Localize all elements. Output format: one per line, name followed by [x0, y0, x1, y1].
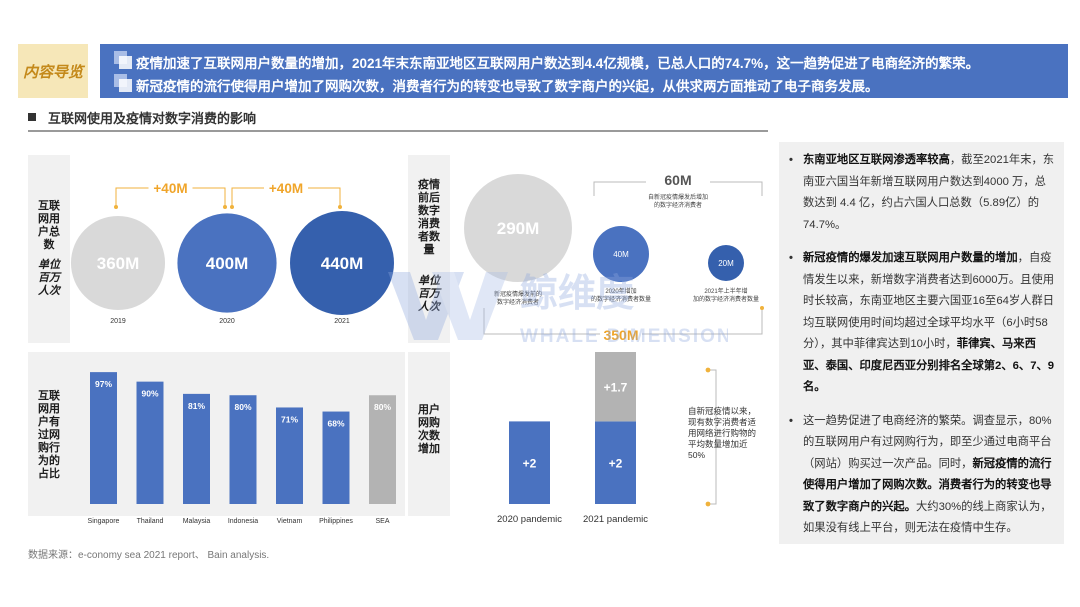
- share-bar-sea: [369, 395, 396, 504]
- online-shopping-label-panel: 互联网用户有过网购行为的占比: [28, 352, 70, 516]
- consumers-caption: 加的数字经济消费者数量: [693, 295, 759, 303]
- share-bar-category: Vietnam: [277, 518, 303, 525]
- group-total-caption: 的数字经济消费者: [654, 201, 702, 209]
- share-bar-category: Philippines: [319, 518, 353, 525]
- digital-consumers-chart: 290M新冠疫情爆发前的数字经济消费者60M自新冠疫情爆发后增加的数字经济消费者…: [464, 172, 764, 343]
- delta-dot: [338, 205, 342, 209]
- summary-line-1: 疫情加速了互联网用户数量的增加，2021年末东南亚地区互联网用户数达到4.4亿规…: [136, 56, 980, 71]
- purchase-frequency-label: 用户网购次数增加: [418, 404, 440, 455]
- share-bar-category: SEA: [375, 518, 389, 525]
- data-source: 数据来源：e-conomy sea 2021 report、 Bain anal…: [28, 550, 270, 561]
- digital-consumers-label: 疫情前后数字消费者数量: [418, 179, 440, 256]
- consumers-caption: 数字经济消费者: [497, 298, 539, 306]
- insight-bullet-2: 新冠疫情的爆发加速互联网用户数量的增加，自疫情发生以来，新增数字消费者达到600…: [789, 248, 1056, 399]
- share-bar-value: 71%: [281, 414, 298, 424]
- annotation-bracket: [708, 369, 717, 505]
- delta-dot: [230, 205, 234, 209]
- delta-label: +40M: [269, 181, 303, 196]
- frequency-bar-segment: [595, 421, 636, 504]
- share-bar-value: 68%: [327, 419, 344, 429]
- consumers-bubble-label: 40M: [613, 250, 629, 259]
- summary-line-2: 新冠疫情的流行使得用户增加了网购次数，消费者行为的转变也导致了数字商户的兴起，从…: [136, 79, 879, 94]
- section-title: 互联网使用及疫情对数字消费的影响: [48, 111, 257, 126]
- users-bubble-2021: [290, 211, 394, 315]
- consumers-bubble-label: 290M: [497, 219, 540, 238]
- frequency-category-label: 2021 pandemic: [583, 514, 648, 525]
- bracket-dot: [705, 501, 711, 507]
- share-bar-value: 90%: [141, 389, 158, 399]
- users-year-label: 2021: [334, 318, 350, 325]
- share-bar-category: Thailand: [137, 518, 164, 525]
- bracket-dot: [705, 367, 711, 373]
- digital-consumers-label-panel: 疫情前后数字消费者数量 单位百万人次: [408, 155, 450, 343]
- group-total-caption: 自新冠疫情爆发后增加: [648, 193, 708, 201]
- online-shopping-label: 互联网用户有过网购行为的占比: [38, 390, 60, 480]
- delta-dot: [223, 205, 227, 209]
- users-year-label: 2019: [110, 318, 126, 325]
- share-bar-philippines: [322, 411, 350, 504]
- share-bar-category: Indonesia: [228, 518, 258, 525]
- share-bar-value: 81%: [188, 401, 205, 411]
- consumers-bubble-label: 20M: [718, 259, 734, 268]
- share-bar-category: Singapore: [88, 518, 120, 525]
- consumers-caption: 2021年上半年增: [704, 287, 747, 295]
- summary-tag: 内容导览: [18, 44, 88, 98]
- delta-label: +40M: [153, 181, 187, 196]
- users-bubble-label: 400M: [206, 254, 249, 273]
- frequency-bar-segment: [509, 421, 550, 504]
- share-bar-malaysia: [183, 393, 210, 504]
- summary-header: 内容导览 疫情加速了互联网用户数量的增加，2021年末东南亚地区互联网用户数达到…: [18, 44, 1068, 98]
- insight-bullet-1: 东南亚地区互联网渗透率较高，截至2021年末，东南亚六国当年新增互联网用户数达到…: [789, 150, 1056, 236]
- group-bracket: [593, 181, 763, 196]
- consumers-caption: 2020年增加: [605, 287, 636, 295]
- users-bubble-label: 440M: [321, 254, 364, 273]
- section-square-icon: [28, 113, 36, 121]
- delta-label-bg: [148, 178, 193, 196]
- consumers-bubble-2020: [593, 226, 649, 282]
- section-divider: [28, 130, 768, 132]
- share-bar-category: Malaysia: [183, 518, 211, 525]
- bullet-square-icon: [114, 74, 132, 92]
- purchase-frequency-chart: +2 2020 pandemic +2 +1.7 2021 pandemic: [450, 352, 772, 525]
- users-total-chart: 360M 2019 400M 2020 440M 2021 +40M +40M: [70, 178, 394, 325]
- share-bar-singapore: [90, 372, 117, 504]
- consumers-caption: 新冠疫情爆发前的: [494, 290, 542, 298]
- consumers-bubble-2021h1: [708, 245, 744, 281]
- consumers-caption: 的数字经济消费者数量: [591, 295, 651, 303]
- frequency-bar-value: +1.7: [604, 380, 628, 394]
- share-bar-value: 97%: [95, 379, 112, 389]
- users-total-label-panel: 互联网用户总数 单位百万人次: [28, 155, 70, 343]
- users-bubble-label: 360M: [97, 254, 140, 273]
- users-year-label: 2020: [219, 318, 235, 325]
- bracket-dot: [760, 306, 764, 310]
- bullet-square-icon: [114, 51, 132, 69]
- share-bar-value: 80%: [374, 402, 391, 412]
- users-bubble-2020: [177, 213, 277, 313]
- group-total-label: 60M: [664, 172, 691, 188]
- delta-dot: [114, 205, 118, 209]
- frequency-bar-value: +2: [523, 457, 537, 471]
- frequency-bar-value: +2: [609, 457, 623, 471]
- consumers-bubble-before: [464, 174, 572, 282]
- share-bar-value: 80%: [234, 402, 251, 412]
- frequency-bar-segment: [595, 352, 636, 422]
- digital-consumers-unit: 单位百万人次: [418, 275, 440, 313]
- purchase-annotation: 自新冠疫情以来，现有数字消费者适用网络进行购物的平均数量增加近50%: [688, 406, 757, 460]
- online-shopping-chart: 97% Singapore 90% Thailand 81% Malaysia 80% Ind…: [70, 352, 405, 525]
- delta-label-bg: [264, 178, 308, 196]
- share-bar-thailand: [136, 381, 164, 504]
- users-bubble-2019: [70, 215, 166, 311]
- frequency-category-label: 2020 pandemic: [497, 514, 562, 525]
- share-bar-vietnam: [276, 407, 303, 504]
- users-total-label: 互联网用户总数: [38, 200, 60, 251]
- purchase-frequency-label-panel: 用户网购次数增加: [408, 352, 450, 516]
- users-total-unit: 单位百万人次: [38, 259, 60, 297]
- grand-total-label: 350M: [603, 327, 638, 343]
- insight-bullet-3: 这一趋势促进了电商经济的繁荣。调查显示，80%的互联网用户有过网购行为，即至少通…: [789, 411, 1056, 540]
- insight-panel: 东南亚地区互联网渗透率较高，截至2021年末，东南亚六国当年新增互联网用户数达到…: [779, 142, 1064, 544]
- summary-bar: [100, 44, 1068, 98]
- share-bar-indonesia: [229, 395, 257, 504]
- grand-total-bg: [600, 325, 642, 343]
